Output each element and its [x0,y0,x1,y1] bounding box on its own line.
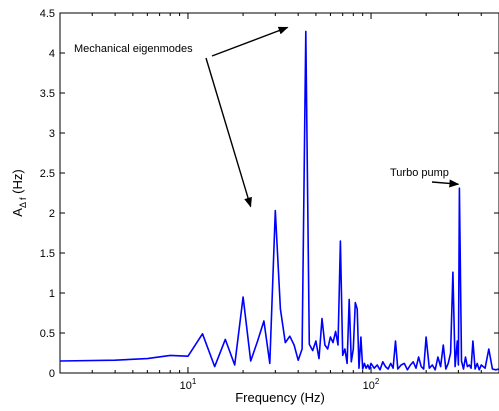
annotations: Mechanical eigenmodes Turbo pump [74,26,460,208]
plot-area [59,12,499,374]
y-axis-title-subscript: Δ f [18,197,28,208]
annotation-label: Mechanical eigenmodes [74,43,193,55]
y-tick-label: 4 [49,48,55,60]
x-tick-label: 101 [180,377,197,392]
y-tick-label: 2 [49,208,55,220]
y-tick-label: 4.5 [40,8,55,20]
annotation-arrow [431,179,460,188]
annotation-label: Turbo pump [390,167,449,179]
y-tick-label: 0.5 [40,328,55,340]
y-axis-title: AΔ f (Hz) [10,169,28,216]
y-axis-title-unit: (Hz) [10,169,25,197]
y-tick-label: 1 [49,288,55,300]
x-axis-title: Frequency (Hz) [235,390,325,405]
y-axis-title-main: A [10,208,25,217]
y-tick-label: 1.5 [40,248,55,260]
annotation-arrow [211,26,289,57]
y-tick-label: 3 [49,128,55,140]
x-tick-label: 102 [363,377,380,392]
x-axis: 101 102 [59,13,499,392]
series-line [59,30,499,371]
y-tick-label: 3.5 [40,88,55,100]
annotation-arrow [205,57,252,208]
y-tick-label: 2.5 [40,168,55,180]
y-axis: 0 0.5 1 1.5 2 2.5 3 3.5 4 4.5 [40,8,499,380]
y-tick-label: 0 [49,368,55,380]
